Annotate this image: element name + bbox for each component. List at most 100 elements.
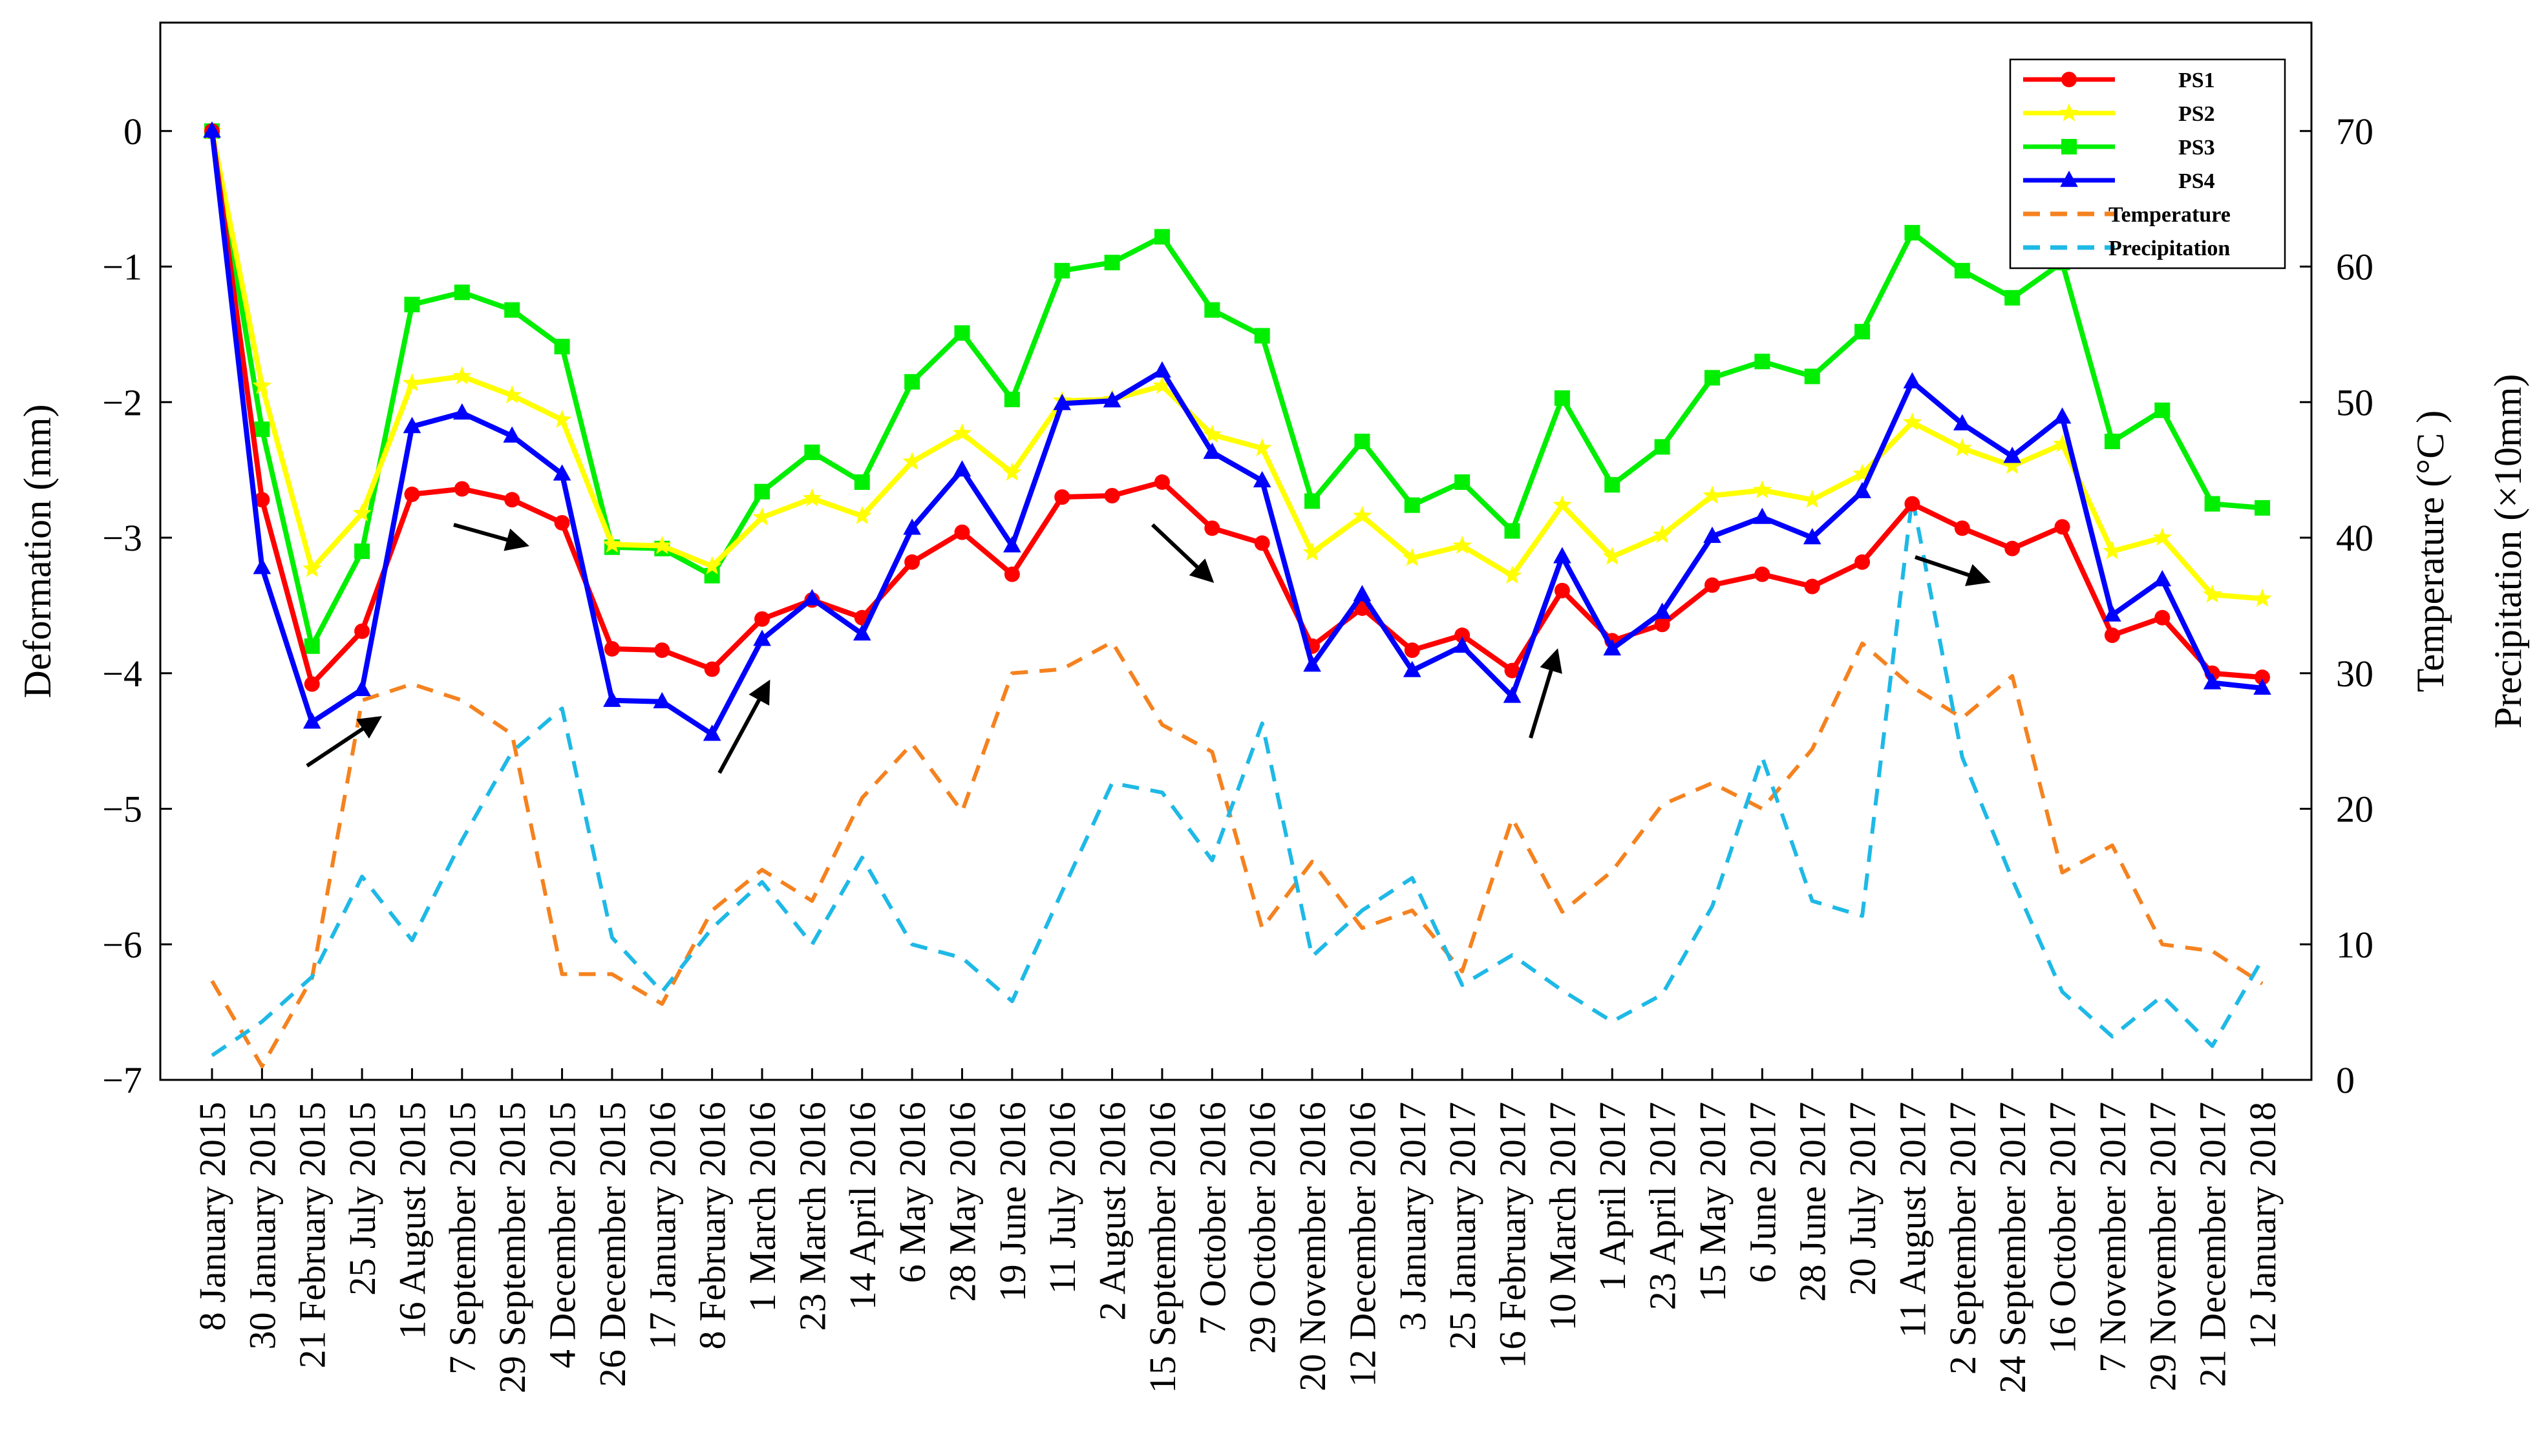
data-point-ps1: [254, 492, 270, 508]
data-point-ps4: [753, 629, 771, 646]
data-point-ps4: [1703, 526, 1721, 543]
x-tick-label: 10 March 2017: [1542, 1102, 1584, 1331]
legend-label: PS1: [2178, 69, 2215, 92]
data-point-ps4: [1303, 655, 1321, 672]
data-point-ps3: [1754, 353, 1770, 370]
x-tick-label: 7 September 2015: [441, 1102, 483, 1375]
legend-item-precipitation: Precipitation: [2023, 237, 2230, 260]
data-point-ps2: [402, 373, 422, 392]
legend-label: Precipitation: [2108, 237, 2230, 260]
data-point-ps3: [904, 374, 920, 390]
data-point-ps2: [502, 385, 522, 404]
data-point-ps2: [352, 503, 372, 522]
data-point-ps2: [1652, 525, 1672, 543]
data-point-ps1: [654, 642, 670, 659]
data-point-ps3: [1154, 229, 1170, 245]
data-point-ps3: [2204, 496, 2220, 512]
left-tick-label: 0: [123, 111, 142, 153]
data-point-ps4: [1403, 660, 1421, 677]
data-point-ps4: [1353, 585, 1372, 602]
data-point-ps2: [1252, 438, 1272, 457]
x-tick-label: 21 February 2015: [292, 1102, 334, 1368]
data-point-ps4: [2203, 673, 2222, 690]
x-tick-label: 20 November 2016: [1291, 1102, 1333, 1391]
data-point-ps1: [1854, 554, 1871, 570]
plot-frame: [159, 21, 2313, 1081]
data-point-ps1: [1454, 628, 1470, 644]
data-point-ps2: [1003, 462, 1022, 481]
data-point-ps4: [853, 624, 871, 641]
legend-marker: [2060, 171, 2078, 187]
x-tick-label: 23 March 2016: [791, 1102, 833, 1331]
data-point-ps3: [1404, 497, 1420, 513]
x-axis: 8 January 2015 30 January 2015 21 February…: [191, 1068, 2284, 1393]
data-point-ps2: [1553, 495, 1572, 514]
data-point-ps3: [1904, 225, 1920, 241]
data-point-ps3: [504, 302, 520, 318]
x-tick-label: 3 January 2017: [1392, 1102, 1434, 1331]
data-point-ps4: [703, 724, 721, 741]
data-point-ps2: [752, 507, 772, 526]
data-point-ps4: [403, 417, 421, 434]
data-point-ps1: [2154, 609, 2171, 626]
data-point-ps4: [1903, 372, 1922, 389]
x-tick-label: 19 June 2016: [992, 1102, 1034, 1302]
data-point-ps2: [1352, 505, 1372, 525]
data-point-ps1: [554, 514, 570, 531]
data-point-ps4: [2253, 678, 2271, 695]
data-point-ps4: [303, 712, 321, 729]
x-tick-label: 16 February 2017: [1492, 1102, 1534, 1368]
left-tick-label: −4: [102, 653, 142, 695]
data-point-ps3: [1554, 390, 1570, 406]
left-tick-label: −2: [102, 381, 142, 423]
legend-marker: [2061, 72, 2077, 87]
right-axis: 0 10 20 30 40 50 60 70: [2300, 111, 2373, 1101]
x-tick-label: 15 May 2017: [1692, 1102, 1734, 1302]
data-point-ps3: [304, 638, 320, 654]
data-point-ps4: [1253, 470, 1271, 488]
data-point-ps3: [1804, 368, 1820, 385]
data-point-ps4: [1553, 547, 1571, 564]
y-axis-title-right-temperature: Temperature (°C ): [2409, 410, 2452, 692]
data-point-ps1: [404, 486, 420, 502]
data-point-ps2: [1853, 463, 1872, 483]
data-point-ps1: [1654, 617, 1670, 633]
data-point-ps2: [1752, 480, 1772, 499]
data-point-ps4: [2103, 605, 2121, 622]
data-point-ps3: [1054, 262, 1070, 279]
data-point-ps1: [1404, 642, 1420, 659]
series-ps3: [204, 123, 2270, 654]
data-point-ps4: [1803, 528, 1821, 545]
data-point-ps2: [1202, 425, 1222, 443]
x-tick-label: 12 January 2018: [2242, 1102, 2284, 1349]
x-tick-label: 15 September 2016: [1141, 1102, 1184, 1393]
x-tick-label: 6 June 2017: [1741, 1102, 1783, 1283]
x-tick-label: 1 March 2016: [741, 1102, 783, 1312]
left-tick-label: −7: [102, 1059, 142, 1101]
data-point-ps1: [1004, 566, 1020, 582]
data-point-ps2: [2103, 541, 2122, 560]
data-point-ps4: [453, 403, 471, 420]
left-tick-label: −1: [102, 246, 142, 288]
data-point-ps3: [1304, 493, 1321, 509]
annotation-arrow: [306, 716, 382, 768]
data-point-ps4: [1453, 636, 1471, 653]
data-point-ps1: [2255, 670, 2270, 686]
data-point-ps3: [2104, 434, 2120, 450]
data-point-ps4: [2153, 570, 2172, 587]
data-point-ps2: [902, 452, 922, 470]
x-tick-label: 7 October 2016: [1191, 1102, 1233, 1335]
data-point-ps1: [1504, 662, 1520, 679]
right-tick-label: 30: [2336, 653, 2373, 695]
data-point-ps3: [1604, 477, 1620, 493]
legend-marker: [2061, 139, 2077, 154]
data-point-ps1: [2104, 628, 2120, 644]
x-tick-label: 7 November 2017: [2092, 1102, 2134, 1373]
data-point-ps4: [1603, 639, 1622, 656]
left-tick-label: −3: [102, 517, 142, 559]
data-point-ps3: [2154, 402, 2171, 418]
data-point-ps2: [952, 423, 972, 442]
y-axis-title-left: Deformation (mm): [16, 405, 59, 699]
x-tick-label: 14 April 2016: [842, 1102, 884, 1310]
